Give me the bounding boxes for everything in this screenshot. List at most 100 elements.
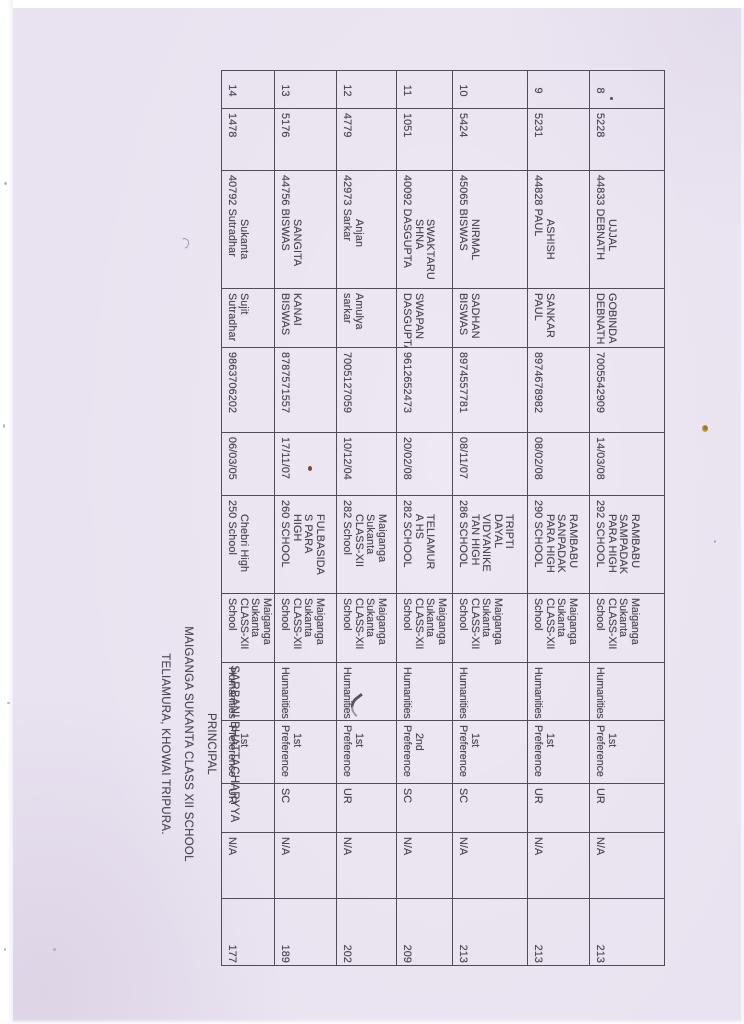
cell-line: 292 SCHOOL: [594, 500, 607, 568]
cell-dob: 17/11/07: [274, 432, 337, 496]
cell-application-no: 5424: [452, 108, 528, 171]
cell-line: Chebri High: [238, 514, 250, 573]
cell-line: 1st: [469, 733, 481, 748]
cell-line: VIDYANIKE: [480, 514, 493, 572]
cell-line: SADHAN: [469, 293, 481, 339]
cell-line: 250 School: [226, 500, 239, 556]
scan-edge-top: [0, 0, 744, 8]
cell-category: SC: [274, 783, 337, 833]
cell-prev-school-lines: FULBASIDA S PARA HIGH 260 SCHOOL: [274, 495, 337, 594]
cell-availability: N/A: [452, 832, 528, 899]
cell-line: 1st: [291, 733, 303, 748]
cell-dob: 06/03/05: [221, 432, 275, 496]
cell-stream: Humanities: [589, 662, 665, 721]
cell-line: Sukanta: [424, 598, 437, 637]
cell-category: UR: [336, 783, 397, 833]
cell-pref-lines: 1st Preference: [589, 720, 665, 784]
cell-line: DAYAL: [492, 514, 504, 549]
cell-application-no: 5176: [274, 108, 337, 171]
scanner-dust: [4, 948, 6, 951]
cell-line: Amulya: [353, 293, 365, 330]
cell-phone: 9612652473: [396, 347, 453, 433]
student-row: 8 5228 UJJAL 44833 DEBNATH GOBINDA DEBNATH 700…: [589, 70, 665, 966]
student-row: 11 1051 SWAKTARU SHNA 40092 DASGUPTA SWAPAN DA…: [396, 70, 453, 966]
cell-pref-lines: 1st Preference: [527, 720, 590, 784]
cell-line: School: [401, 598, 414, 631]
cell-class12-lines: Maiganga Sukanta CLASS-XII School: [274, 593, 337, 663]
cell-line: School: [279, 598, 292, 631]
cell-line: CLASS-XII: [353, 514, 365, 568]
cell-class12-lines: Maiganga Sukanta CLASS-XII School: [336, 593, 397, 663]
cell-line: School: [457, 598, 470, 631]
cell-line: Maiganga: [629, 598, 641, 645]
student-row: 9 5231 ASHISH 44828 PAUL SANKAR PAUL 897467898…: [527, 70, 590, 966]
cell-line: 286 SCHOOL: [457, 500, 470, 568]
cell-availability: N/A: [589, 832, 665, 899]
cell-availability: N/A: [396, 832, 453, 899]
cell-class12-lines: Maiganga Sukanta CLASS-XII School: [589, 593, 665, 663]
cell-line: SWAKTARU: [424, 219, 437, 280]
cell-class12-lines: Maiganga Sukanta CLASS-XII School: [396, 593, 453, 663]
cell-line: 2nd: [413, 733, 425, 751]
cell-sl-no: 12: [336, 70, 397, 109]
cell-line: CLASS-XII: [413, 598, 425, 650]
cell-line: S PARA: [302, 514, 315, 554]
cell-application-no: 1478: [221, 108, 275, 171]
cell-sl-no: 14: [221, 70, 275, 109]
cell-line: 1st: [544, 733, 556, 748]
cell-availability: N/A: [336, 832, 397, 899]
cell-line: Sukanta: [364, 598, 377, 637]
signature-designation: PRINCIPAL: [205, 712, 217, 776]
cell-category: UR: [527, 783, 590, 833]
cell-line: TELIAMUR: [424, 514, 437, 570]
paper-speck: [53, 948, 56, 951]
cell-line: KANAI: [291, 293, 303, 326]
cell-line: Sukanta: [617, 598, 630, 637]
cell-line: Sujit: [238, 293, 250, 315]
cell-line: 44828 PAUL: [532, 175, 545, 237]
cell-line: CLASS-XII: [353, 598, 365, 650]
cell-name-lines: ASHISH 44828 PAUL: [527, 170, 590, 289]
cell-line: FULBASIDA: [314, 514, 326, 575]
signature-block: SARBANI BHATTACHARYYA PRINCIPAL MAIGANGA…: [153, 618, 245, 870]
cell-line: PARA HIGH: [606, 514, 618, 573]
cell-category: SC: [452, 783, 528, 833]
cell-line: 40092 DASGUPTA: [401, 175, 414, 269]
signature-address: TELIAMURA, KHOWAI TRIPURA.: [159, 653, 171, 835]
scan-edge-right: [741, 0, 744, 1024]
cell-rank: 177: [221, 898, 275, 966]
cell-line: Maiganga: [492, 598, 504, 645]
student-row: 10 5424 NIRMAL 45065 BISWAS SADHAN BISWAS 8974…: [452, 70, 528, 966]
cell-line: PAUL: [532, 293, 545, 321]
cell-application-no: 5228: [589, 108, 665, 171]
admission-table: 8 5228 UJJAL 44833 DEBNATH GOBINDA DEBNATH 700…: [221, 70, 665, 966]
cell-prev-school-lines: TRIPTI DAYAL VIDYANIKE TAN HIGH 286 SCHOOL: [452, 495, 528, 594]
cell-line: SANKAR: [544, 293, 556, 338]
paper-speck: [308, 466, 312, 471]
scanner-dust: [3, 424, 5, 428]
cell-line: SWAPAN: [413, 293, 425, 340]
cell-line: 282 School: [341, 500, 354, 556]
cell-line: SANGITA: [291, 219, 303, 267]
cell-line: Sukanta: [480, 598, 493, 637]
cell-line: 282 SCHOOL: [401, 500, 414, 568]
cell-line: 290 SCHOOL: [532, 500, 545, 568]
cell-name-lines: SANGITA 44756 BISWAS: [274, 170, 337, 289]
cell-line: Anjan: [353, 219, 365, 248]
cell-line: 1st: [606, 733, 618, 748]
cell-line: Sukanta: [249, 598, 262, 637]
cell-pref-lines: 2nd Preference: [396, 720, 453, 784]
cell-line: 1st: [353, 733, 365, 748]
cell-dob: 20/02/08: [396, 432, 453, 496]
cell-line: UJJAL: [606, 219, 618, 252]
scanner-dust: [7, 702, 10, 704]
cell-line: Maiganga: [436, 598, 448, 645]
cell-rank: 213: [589, 898, 665, 966]
cell-line: Maiganga: [261, 598, 273, 645]
cell-line: Sukanta: [555, 598, 568, 637]
cell-line: BISWAS: [457, 293, 470, 336]
cell-line: NIRMAL: [469, 219, 481, 261]
cell-line: HIGH: [291, 514, 303, 542]
cell-availability: N/A: [527, 832, 590, 899]
cell-application-no: 1051: [396, 108, 453, 171]
